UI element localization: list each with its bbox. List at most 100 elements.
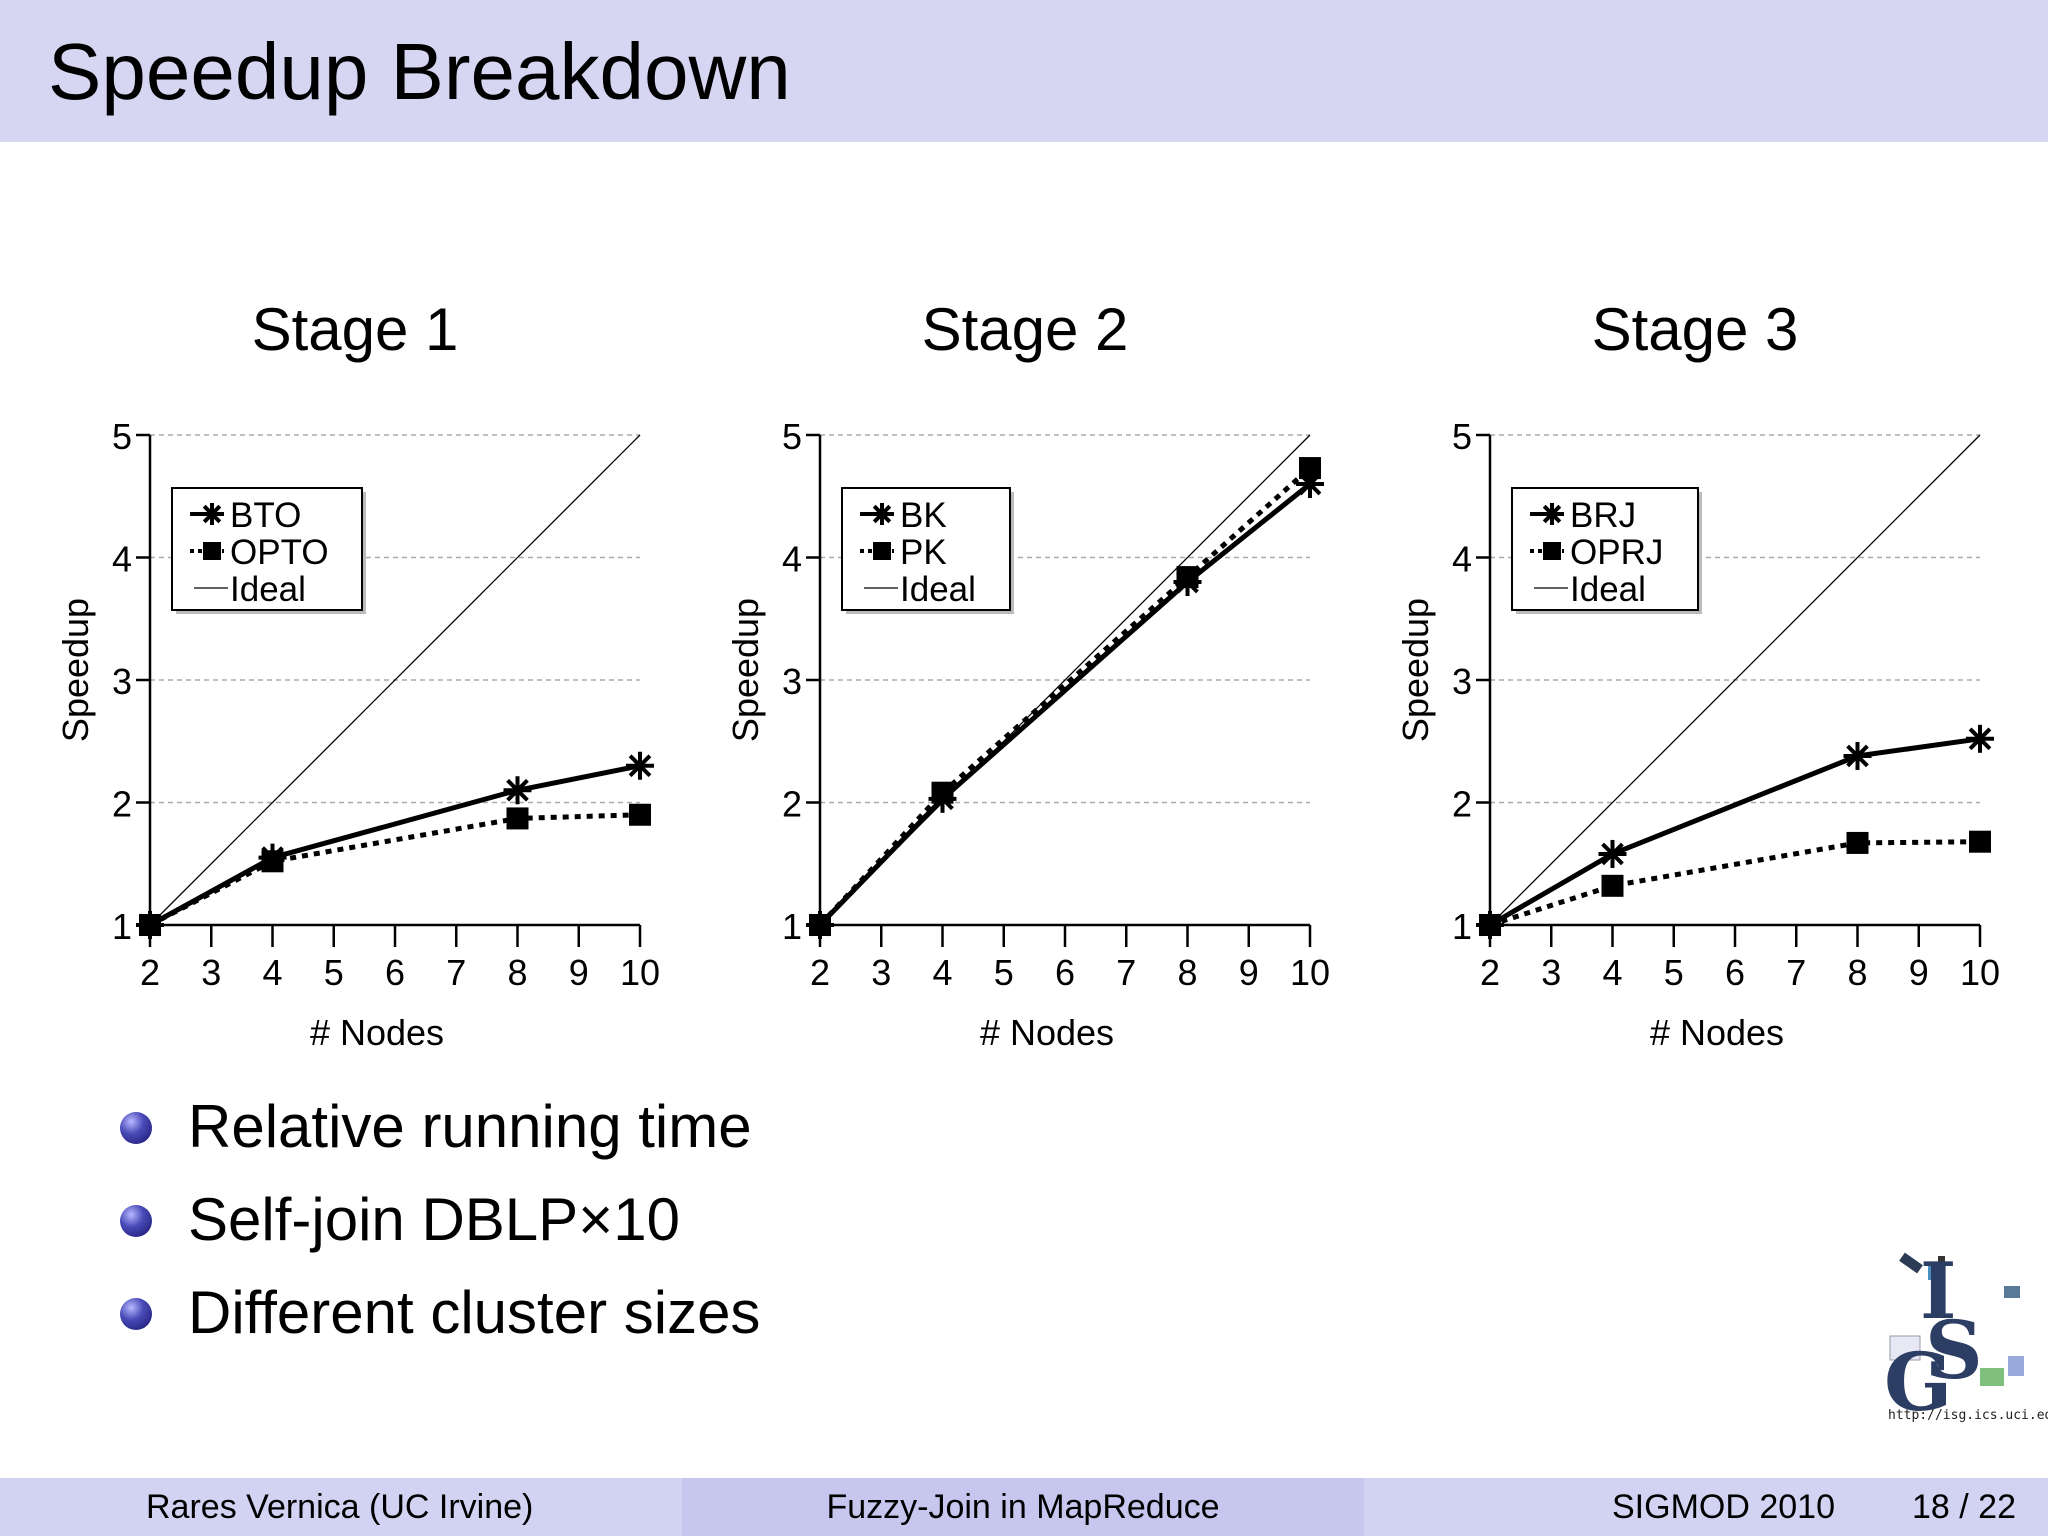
y-tick-label: 1 [782,906,802,947]
y-tick-label: 5 [782,416,802,457]
logo-letter-g: G [1884,1335,1952,1428]
y-tick-label: 4 [112,539,132,580]
chart-title: Stage 3 [1592,296,1799,363]
x-tick-label: 6 [1055,952,1075,993]
data-point-asterisk [506,778,529,802]
y-tick-label: 5 [112,416,132,457]
y-tick-label: 1 [112,906,132,947]
y-tick-label: 3 [782,661,802,702]
x-tick-label: 4 [932,952,952,993]
bullet-item: Self-join DBLP×10 [120,1173,760,1266]
y-tick-label: 2 [782,784,802,825]
data-point-square [1543,542,1561,560]
x-tick-label: 3 [201,952,221,993]
data-point-square [809,914,831,936]
x-tick-label: 5 [1664,952,1684,993]
x-tick-label: 2 [810,952,830,993]
y-axis-label: Speedup [1395,598,1436,742]
x-axis-label: # Nodes [310,1012,444,1053]
data-point-asterisk [1601,842,1624,866]
x-tick-label: 2 [1480,952,1500,993]
series-line-bto [148,763,641,928]
logo-letter-s: S [1925,1303,1983,1397]
x-tick-label: 6 [385,952,405,993]
bullet-item: Different cluster sizes [120,1266,760,1359]
series-line-ideal [819,434,1311,926]
legend-label: PK [900,533,947,572]
y-tick-label: 5 [1452,416,1472,457]
y-tick-label: 2 [1452,784,1472,825]
data-point-square [873,542,891,560]
data-point-asterisk [628,754,652,778]
legend-label: OPTO [230,533,329,572]
series-line-opto [148,812,641,928]
y-tick-label: 1 [1452,906,1472,947]
footer-venue: SIGMOD 2010 [1612,1488,1835,1526]
footer-talk: Fuzzy-Join in MapReduce [826,1488,1220,1526]
x-tick-label: 5 [324,952,344,993]
x-tick-label: 3 [1541,952,1561,993]
y-tick-label: 4 [782,539,802,580]
x-tick-label: 10 [1960,952,2000,993]
bullet-icon [120,1112,152,1144]
bullet-text: Different cluster sizes [188,1279,761,1346]
bullet-text: Self-join DBLP×10 [188,1186,680,1253]
data-point-square [629,803,651,826]
y-axis-label: Speedup [725,598,766,742]
y-axis-label: Speedup [55,598,96,742]
data-point-square [1176,566,1199,589]
data-point-square [261,850,284,873]
x-tick-label: 3 [871,952,891,993]
data-point-square [1601,874,1624,897]
x-tick-label: 8 [507,952,527,993]
data-point-square [203,542,221,560]
legend-label: BTO [230,496,301,535]
footer-page-number: 18 / 22 [1912,1488,2016,1526]
x-axis-label: # Nodes [1650,1012,1784,1053]
bullet-text: Relative running time [188,1093,752,1160]
data-point-square [931,781,954,804]
slide-title: Speedup Breakdown [48,27,791,116]
data-point-square [1299,457,1321,480]
series-line-pk [818,466,1312,927]
x-tick-label: 4 [1602,952,1622,993]
data-point-square [139,914,161,936]
y-tick-label: 2 [112,784,132,825]
x-tick-label: 4 [262,952,282,993]
y-tick-label: 4 [1452,539,1472,580]
data-point-square [1846,831,1869,854]
x-tick-label: 7 [1116,952,1136,993]
x-axis-label: # Nodes [980,1012,1114,1053]
x-tick-label: 8 [1177,952,1197,993]
data-point-asterisk [872,504,892,524]
footer-author-segment: Rares Vernica (UC Irvine) [0,1478,682,1536]
bullet-icon [120,1298,152,1330]
legend-label: BK [900,496,947,535]
logo-url: http://isg.ics.uci.edu [1888,1408,2048,1423]
series-line-oprj [1489,839,1981,928]
isg-logo-icon: I S G [1884,1246,2024,1428]
data-point-asterisk [1846,744,1869,768]
x-tick-label: 6 [1725,952,1745,993]
data-point-asterisk [1968,727,1992,751]
data-point-square [1479,914,1501,936]
x-tick-label: 2 [140,952,160,993]
y-tick-label: 3 [112,661,132,702]
legend-label: Ideal [1570,570,1646,609]
footer-author: Rares Vernica (UC Irvine) [146,1488,534,1526]
x-tick-label: 7 [1786,952,1806,993]
y-tick-label: 3 [1452,661,1472,702]
data-point-square [1969,830,1991,853]
chart-title: Stage 2 [922,296,1129,363]
x-tick-label: 9 [1239,952,1259,993]
footer: Rares Vernica (UC Irvine) Fuzzy-Join in … [0,1478,2048,1536]
series-line-brj [1488,736,1981,928]
bullet-list: Relative running time Self-join DBLP×10 … [120,1080,760,1359]
data-point-asterisk [1542,504,1562,524]
x-tick-label: 10 [620,952,660,993]
series-line-ideal [1489,434,1981,926]
